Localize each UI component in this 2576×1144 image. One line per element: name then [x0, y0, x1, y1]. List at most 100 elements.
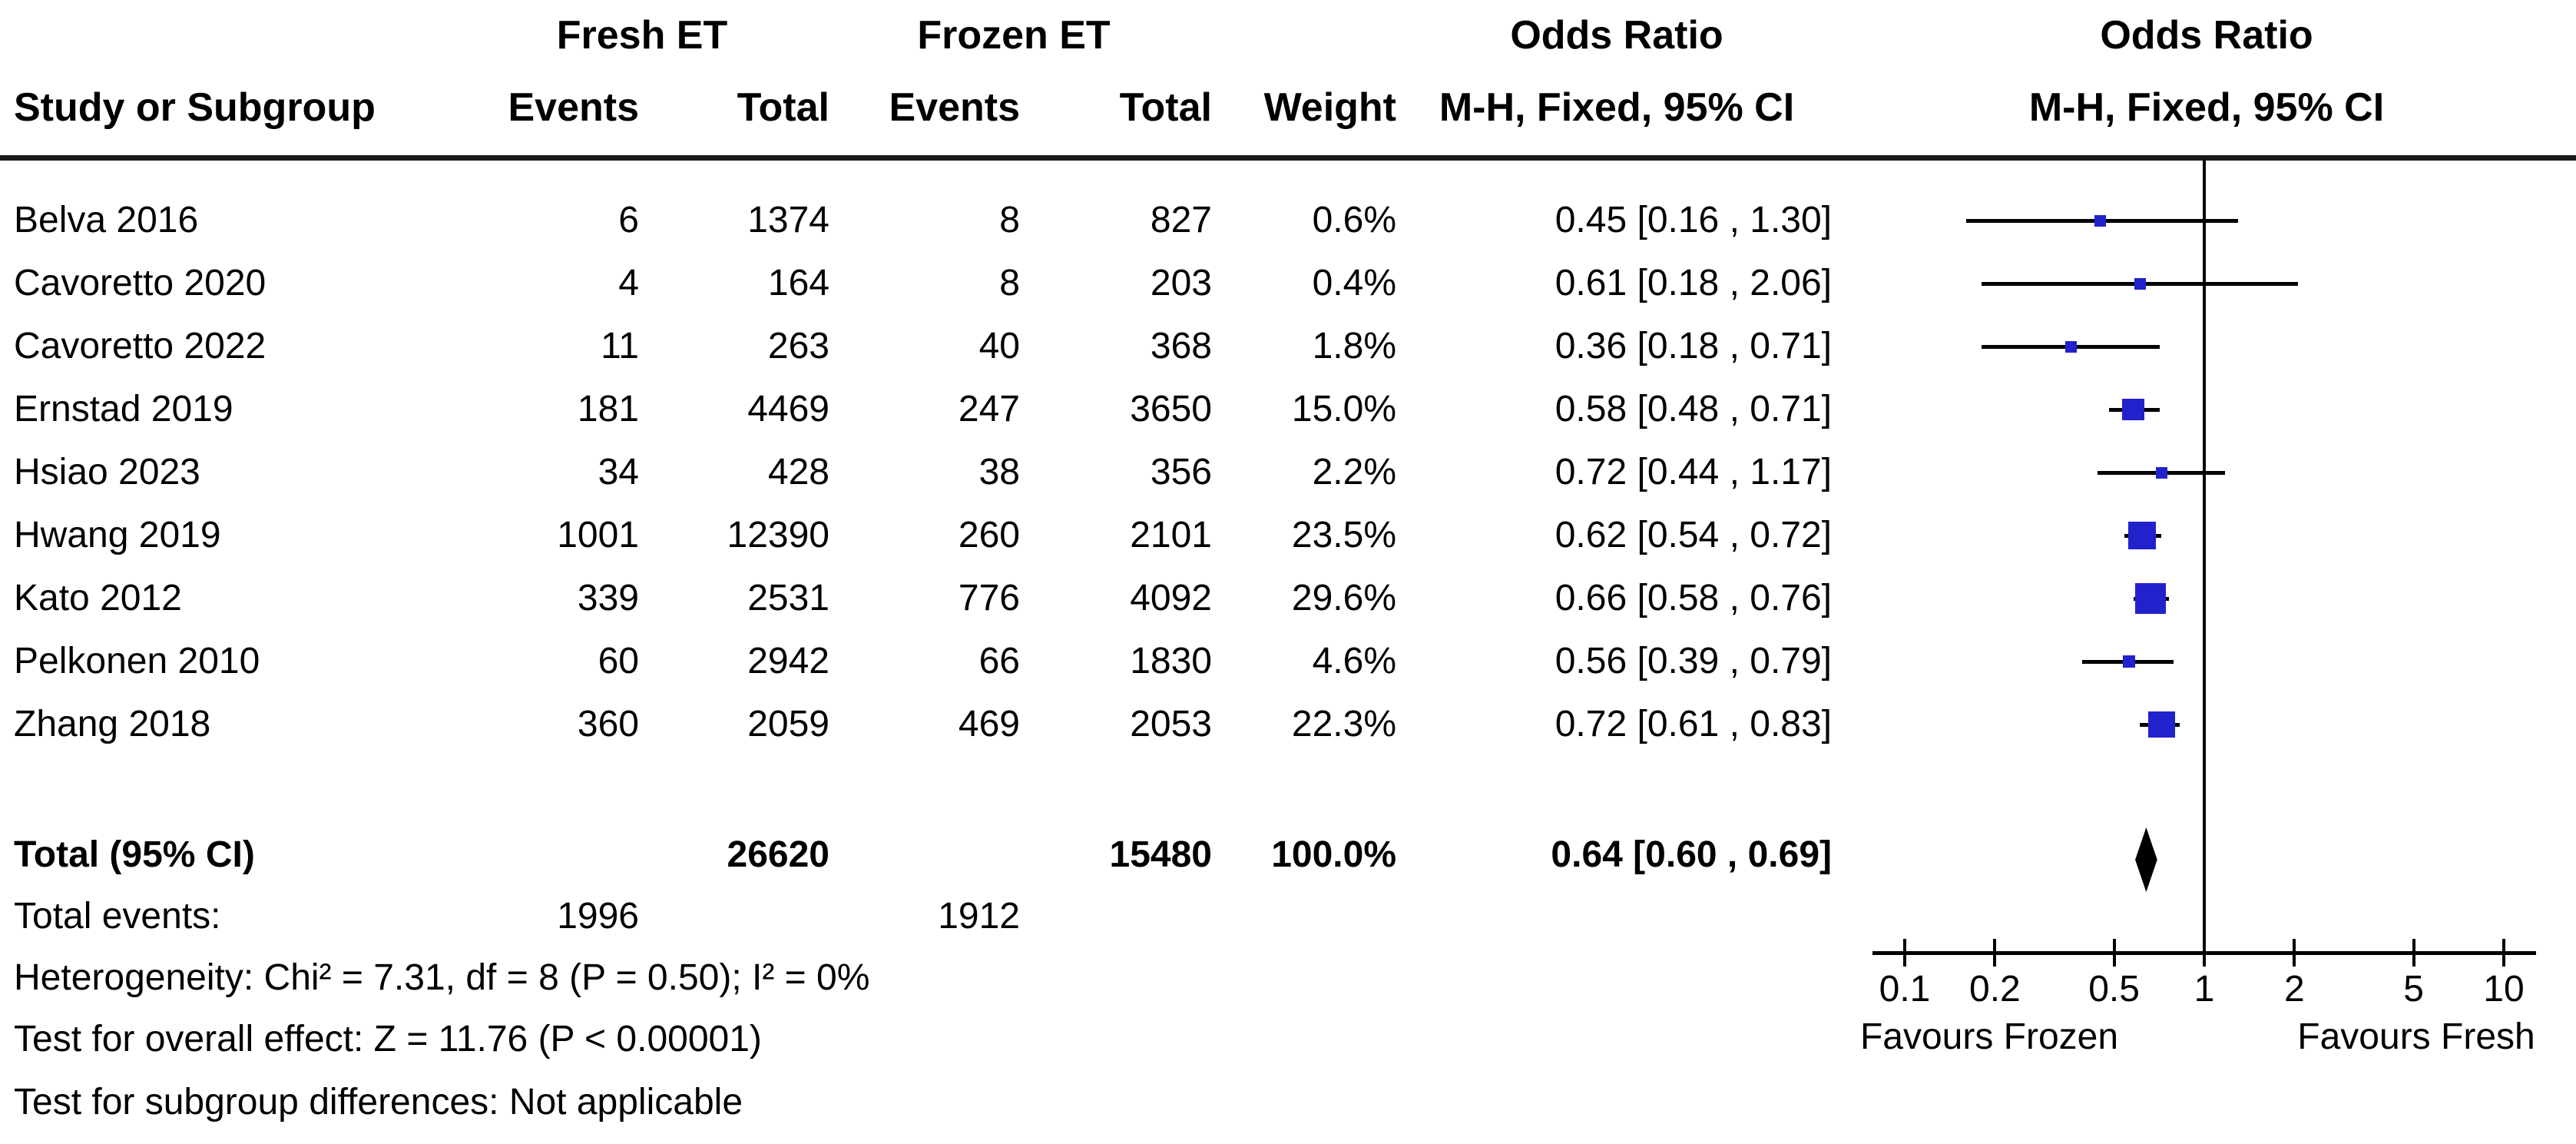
study-or-ci: 0.72 [0.61 , 0.83] [1555, 704, 1832, 744]
favours-left-label: Favours Frozen [1859, 1016, 2119, 1057]
study-frozen-total: 827 [1150, 200, 1212, 240]
axis-tick-label: 0.5 [2088, 969, 2140, 1010]
or-marker [2128, 522, 2156, 549]
study-or-ci: 0.56 [0.39 , 0.79] [1555, 641, 1832, 681]
total-diamond [2135, 827, 2157, 892]
study-frozen-total: 368 [1150, 326, 1212, 366]
study-frozen-total: 4092 [1130, 578, 1212, 618]
study-row-label: Hwang 2019 [14, 515, 221, 555]
odds-ratio-plot-header: Odds Ratio [2100, 13, 2313, 58]
study-or-ci: 0.61 [0.18 , 2.06] [1555, 263, 1832, 303]
study-frozen-total: 2101 [1130, 515, 1212, 555]
heterogeneity-note: Heterogeneity: Chi² = 7.31, df = 8 (P = … [14, 957, 870, 998]
study-weight: 0.6% [1312, 200, 1396, 240]
col-header-frozen-total: Total [1119, 85, 1212, 130]
study-weight: 29.6% [1291, 578, 1396, 618]
study-row-label: Hsiao 2023 [14, 452, 200, 492]
study-or-ci: 0.62 [0.54 , 0.72] [1555, 515, 1832, 555]
or-marker [2134, 583, 2166, 614]
study-fresh-total: 428 [767, 452, 829, 492]
study-or-ci: 0.66 [0.58 , 0.76] [1555, 578, 1832, 618]
study-fresh-events: 339 [577, 578, 639, 618]
study-frozen-events: 776 [958, 578, 1020, 618]
total-fresh-total: 26620 [727, 834, 829, 875]
study-frozen-events: 260 [958, 515, 1020, 555]
study-fresh-total: 2059 [747, 704, 829, 744]
study-frozen-total: 1830 [1130, 641, 1212, 681]
study-frozen-events: 8 [999, 200, 1020, 240]
study-fresh-total: 263 [767, 326, 829, 366]
study-fresh-total: 12390 [727, 515, 829, 555]
study-or-ci: 0.72 [0.44 , 1.17] [1555, 452, 1832, 492]
study-frozen-events: 8 [999, 263, 1020, 303]
study-row-label: Cavoretto 2022 [14, 326, 267, 366]
study-fresh-events: 181 [577, 389, 639, 429]
axis-tick [2293, 939, 2296, 967]
favours-right-label: Favours Fresh [2297, 1016, 2535, 1057]
study-fresh-events: 6 [618, 200, 639, 240]
study-fresh-events: 34 [598, 452, 639, 492]
total-or-ci: 0.64 [0.60 , 0.69] [1551, 834, 1832, 875]
total-events-fresh: 1996 [557, 896, 639, 937]
axis-tick-label: 0.1 [1879, 969, 1931, 1010]
study-frozen-total: 356 [1150, 452, 1212, 492]
axis-tick-label: 2 [2284, 969, 2305, 1010]
frozen-et-group-header: Frozen ET [917, 13, 1111, 58]
study-fresh-total: 2942 [747, 641, 829, 681]
study-fresh-total: 4469 [747, 389, 829, 429]
study-frozen-total: 3650 [1130, 389, 1212, 429]
col-header-fresh-total: Total [737, 85, 829, 130]
axis-tick-label: 5 [2403, 969, 2424, 1010]
axis-tick-label: 1 [2194, 969, 2215, 1010]
study-weight: 0.4% [1312, 263, 1396, 303]
study-frozen-events: 38 [978, 452, 1020, 492]
axis-tick [2203, 939, 2206, 967]
study-frozen-events: 66 [978, 641, 1020, 681]
study-row-label: Zhang 2018 [14, 704, 211, 744]
subgroup-differences-note: Test for subgroup differences: Not appli… [14, 1082, 743, 1122]
axis-tick [2502, 939, 2505, 967]
study-row-label: Kato 2012 [14, 578, 182, 618]
study-fresh-total: 1374 [747, 200, 829, 240]
total-weight: 100.0% [1271, 834, 1396, 875]
total-row-label: Total (95% CI) [14, 834, 255, 875]
total-frozen-total: 15480 [1109, 834, 1212, 875]
study-weight: 1.8% [1312, 326, 1396, 366]
col-header-study: Study or Subgroup [14, 85, 376, 130]
odds-ratio-stat-header: Odds Ratio [1510, 13, 1723, 58]
null-effect-line [2203, 161, 2206, 954]
col-header-mh-ci-plot: M-H, Fixed, 95% CI [2028, 85, 2385, 130]
study-weight: 15.0% [1291, 389, 1396, 429]
study-fresh-total: 2531 [747, 578, 829, 618]
axis-tick [1903, 939, 1906, 967]
study-fresh-events: 11 [601, 326, 639, 366]
study-or-ci: 0.45 [0.16 , 1.30] [1555, 200, 1832, 240]
or-marker [2094, 214, 2107, 227]
study-fresh-events: 4 [618, 263, 639, 303]
study-fresh-events: 360 [577, 704, 639, 744]
header-rule [0, 155, 2576, 161]
or-marker [2134, 277, 2146, 290]
study-weight: 4.6% [1312, 641, 1396, 681]
overall-effect-note: Test for overall effect: Z = 11.76 (P < … [14, 1019, 762, 1059]
axis-tick [2112, 939, 2116, 967]
or-marker [2065, 340, 2078, 353]
study-or-ci: 0.36 [0.18 , 0.71] [1555, 326, 1832, 366]
col-header-frozen-events: Events [889, 85, 1020, 130]
study-row-label: Ernstad 2019 [14, 389, 233, 429]
study-or-ci: 0.58 [0.48 , 0.71] [1555, 389, 1832, 429]
study-frozen-events: 247 [958, 389, 1020, 429]
or-marker [2155, 466, 2167, 479]
study-frozen-events: 40 [978, 326, 1020, 366]
total-events-label: Total events: [14, 896, 221, 937]
study-frozen-total: 2053 [1130, 704, 1212, 744]
axis-tick [1993, 939, 1997, 967]
col-header-weight: Weight [1263, 85, 1396, 130]
study-fresh-total: 164 [767, 263, 829, 303]
fresh-et-group-header: Fresh ET [556, 13, 728, 58]
study-frozen-events: 469 [958, 704, 1020, 744]
or-marker [2122, 398, 2144, 421]
axis-tick-label: 0.2 [1969, 969, 2021, 1010]
study-frozen-total: 203 [1150, 263, 1212, 303]
study-weight: 23.5% [1291, 515, 1396, 555]
